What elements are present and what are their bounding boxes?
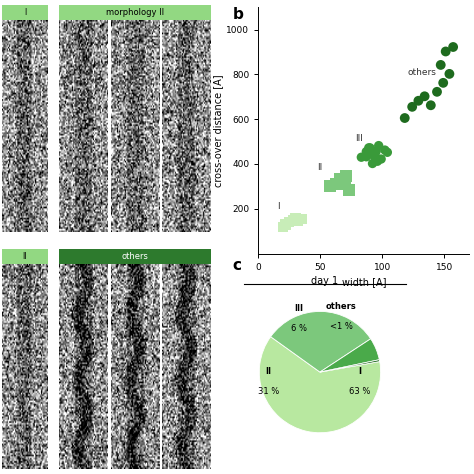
Text: I: I — [277, 202, 280, 211]
Point — [366, 144, 374, 152]
Point — [371, 151, 379, 158]
Point — [327, 182, 334, 190]
Point — [421, 92, 428, 100]
Point — [282, 221, 290, 228]
Point — [381, 146, 389, 154]
Point — [409, 103, 416, 110]
Point — [363, 153, 370, 161]
Text: <1 %: <1 % — [330, 322, 353, 331]
Text: 6 %: 6 % — [291, 324, 307, 333]
Text: 63 %: 63 % — [349, 387, 370, 396]
Point — [294, 217, 302, 225]
Text: II: II — [23, 252, 27, 261]
Text: morphology II: morphology II — [106, 8, 164, 17]
Y-axis label: cross-over distance [A]: cross-over distance [A] — [213, 74, 224, 187]
Point — [365, 144, 373, 152]
Point — [401, 114, 409, 122]
Point — [292, 214, 300, 221]
Point — [345, 186, 353, 193]
Point — [427, 101, 435, 109]
Point — [364, 150, 371, 157]
Text: II: II — [265, 367, 272, 376]
Point — [369, 160, 376, 167]
Point — [374, 157, 381, 165]
Point — [298, 215, 306, 223]
Point — [449, 43, 457, 51]
Point — [357, 154, 365, 161]
Bar — [2, 5, 47, 20]
Bar — [59, 5, 211, 20]
Wedge shape — [271, 311, 371, 372]
Wedge shape — [320, 339, 379, 372]
Point — [377, 155, 385, 163]
Point — [433, 88, 441, 96]
Text: I: I — [358, 367, 361, 376]
Point — [370, 152, 377, 159]
Text: c: c — [232, 258, 241, 273]
Text: III: III — [294, 304, 303, 313]
Point — [415, 97, 422, 105]
Text: III: III — [355, 134, 363, 143]
Wedge shape — [259, 337, 381, 433]
X-axis label: width [A]: width [A] — [342, 277, 386, 287]
Point — [341, 179, 349, 187]
Bar — [2, 249, 47, 264]
Point — [442, 48, 449, 55]
Text: day 1: day 1 — [310, 275, 337, 286]
Point — [343, 173, 350, 180]
Bar — [59, 249, 211, 264]
Point — [339, 177, 346, 184]
Text: I: I — [24, 8, 26, 17]
Point — [333, 180, 340, 188]
Text: others: others — [122, 252, 149, 261]
Text: b: b — [232, 7, 243, 22]
Point — [375, 142, 383, 149]
Point — [363, 148, 370, 155]
Wedge shape — [320, 360, 380, 372]
Point — [437, 61, 445, 69]
Point — [285, 219, 293, 226]
Text: others: others — [326, 302, 356, 311]
Text: II: II — [317, 163, 322, 172]
Text: 31 %: 31 % — [258, 387, 279, 396]
Point — [446, 70, 453, 78]
Point — [383, 148, 391, 156]
Point — [337, 175, 344, 182]
Text: others: others — [407, 68, 436, 77]
Point — [367, 146, 375, 154]
Point — [439, 79, 447, 87]
Point — [373, 147, 380, 155]
Point — [279, 223, 287, 230]
Point — [289, 216, 297, 224]
